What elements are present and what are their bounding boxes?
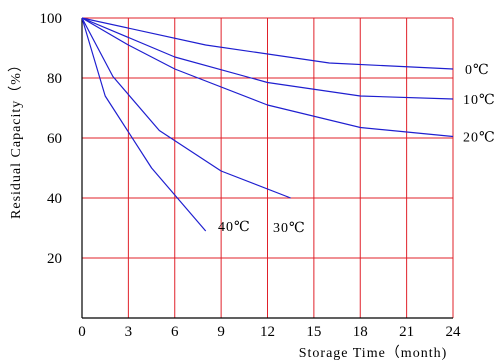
y-tick-label: 100: [40, 11, 63, 27]
y-tick-label: 60: [47, 131, 62, 147]
series-label: 20℃: [463, 131, 496, 146]
y-axis-label: Residual Capacity（%）: [8, 57, 24, 219]
x-tick-label: 21: [399, 324, 414, 340]
x-tick-label: 9: [217, 324, 225, 340]
series-label: 40℃: [218, 220, 251, 235]
series-line: [81, 17, 207, 232]
axes: [81, 18, 453, 319]
x-tick-label: 24: [446, 324, 462, 340]
series-label: 10℃: [463, 93, 496, 108]
series-label: 0℃: [465, 63, 490, 78]
y-tick-label: 80: [47, 71, 62, 87]
x-tick-label: 3: [125, 324, 133, 340]
series-labels: 0℃ 10℃ 20℃ 30℃ 40℃: [218, 63, 496, 236]
x-tick-label: 12: [260, 324, 275, 340]
y-tick-label: 40: [47, 191, 62, 207]
y-tick-label: 20: [47, 251, 62, 267]
series-lines: [81, 17, 454, 232]
x-tick-label: 0: [78, 324, 86, 340]
series-line: [81, 17, 454, 100]
series-line: [81, 17, 291, 199]
x-tick-label: 15: [306, 324, 321, 340]
x-axis-label: Storage Time（month): [299, 345, 448, 361]
series-line: [81, 17, 454, 70]
tick-labels: 0 3 6 9 12 15 18 21 24 20 40 60 80 100: [40, 11, 462, 340]
grid: [82, 17, 454, 318]
series-line: [81, 17, 454, 138]
series-label: 30℃: [273, 221, 306, 236]
x-tick-label: 6: [171, 324, 179, 340]
x-tick-label: 18: [353, 324, 368, 340]
